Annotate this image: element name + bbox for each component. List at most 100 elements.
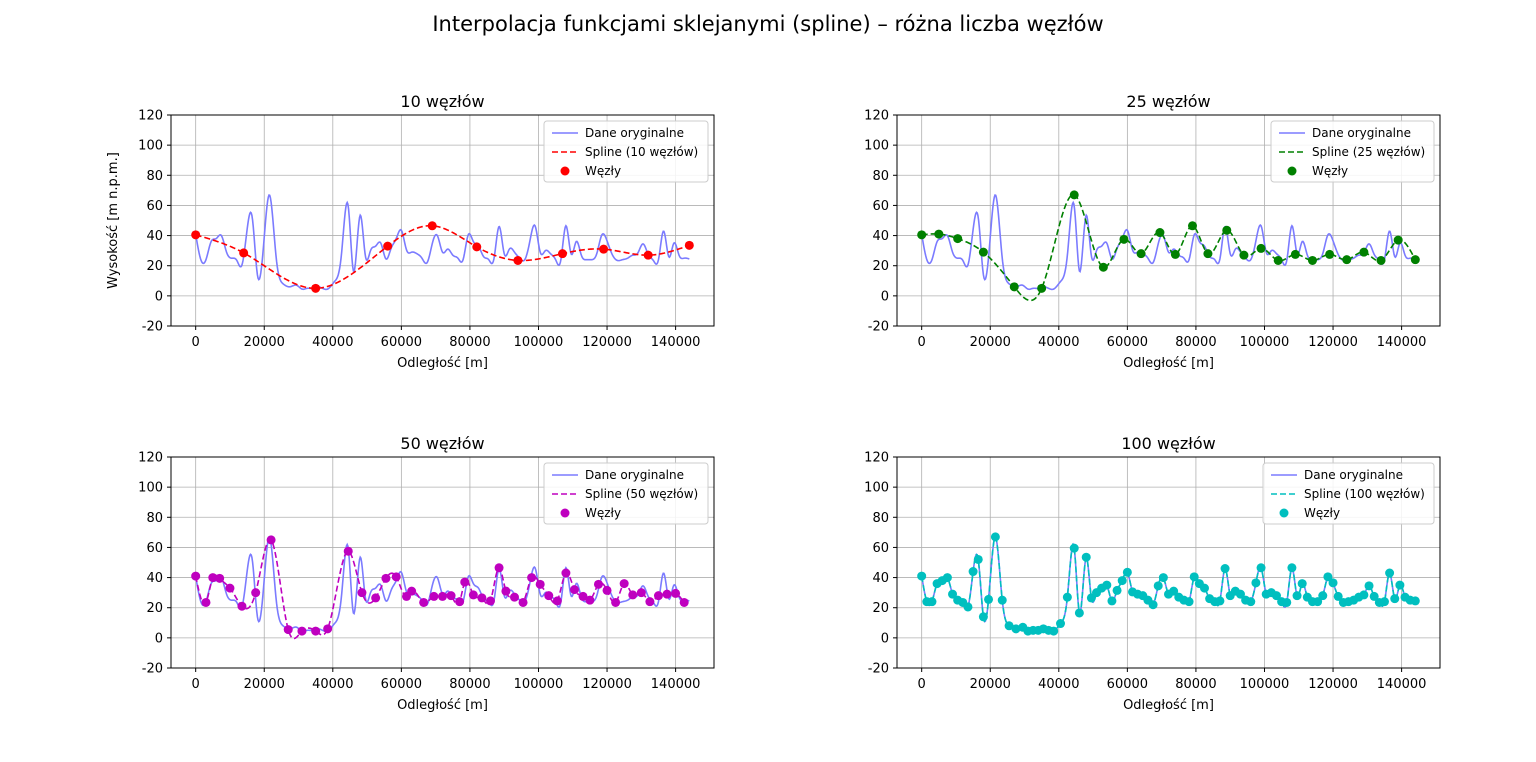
node-point — [619, 579, 629, 589]
legend-nodes-label: Węzły — [585, 164, 621, 178]
node-point — [602, 585, 612, 595]
node-point — [1273, 255, 1283, 265]
legend-nodes-swatch — [560, 508, 570, 518]
node-point — [485, 596, 495, 606]
y-tick-label: 0 — [881, 289, 889, 304]
x-tick-label: 40000 — [312, 335, 353, 350]
node-point — [455, 597, 465, 607]
plot-area — [191, 193, 694, 293]
node-point — [191, 230, 201, 240]
node-point — [1359, 590, 1369, 600]
node-point — [679, 597, 689, 607]
node-point — [973, 554, 983, 564]
x-tick-label: 0 — [192, 677, 200, 692]
x-tick-label: 120000 — [1308, 335, 1358, 350]
legend-nodes-swatch — [560, 166, 570, 176]
y-tick-label: 40 — [146, 229, 163, 244]
subplot-title: 10 węzłów — [400, 92, 484, 111]
node-point — [383, 241, 393, 251]
legend-box — [543, 462, 709, 525]
x-tick-label: 120000 — [582, 335, 632, 350]
node-point — [283, 625, 293, 635]
node-point — [215, 573, 225, 583]
y-tick-label: 0 — [881, 631, 889, 646]
x-tick-label: 20000 — [970, 335, 1011, 350]
node-point — [1256, 243, 1266, 253]
node-point — [544, 591, 554, 601]
node-point — [509, 592, 519, 602]
node-point — [611, 597, 621, 607]
y-tick-label: 120 — [864, 451, 889, 466]
x-tick-label: 80000 — [1175, 335, 1216, 350]
node-point — [1203, 249, 1213, 259]
subplot-1: 0 20000 40000 60000 80000 100000 120000 140000 -… — [106, 92, 715, 371]
subplot-title: 100 węzłów — [1121, 434, 1215, 453]
y-tick-label: 80 — [146, 169, 163, 184]
node-point — [225, 583, 235, 593]
node-point — [645, 597, 655, 607]
node-point — [407, 586, 417, 596]
node-point — [569, 585, 579, 595]
node-point — [1069, 190, 1079, 200]
series-spline-line — [921, 193, 1417, 302]
y-tick-label: 100 — [864, 481, 889, 496]
node-point — [1119, 234, 1129, 244]
legend-spline-label: Spline (10 węzłów) — [585, 145, 698, 159]
y-tick-label: 40 — [872, 571, 889, 586]
node-point — [1102, 580, 1112, 590]
series-original-line — [194, 535, 690, 633]
node-point — [343, 546, 353, 556]
node-point — [1297, 579, 1307, 589]
node-point — [990, 532, 1000, 542]
node-point — [357, 588, 367, 598]
node-point — [1307, 255, 1317, 265]
node-point — [1220, 564, 1230, 574]
y-tick-label: -20 — [142, 320, 163, 335]
node-point — [1153, 581, 1163, 591]
node-point — [266, 535, 276, 545]
x-tick-label: 0 — [918, 335, 926, 350]
node-point — [978, 612, 988, 622]
node-point — [311, 283, 321, 293]
node-point — [1122, 567, 1132, 577]
node-point — [1313, 597, 1323, 607]
node-point — [1364, 581, 1374, 591]
x-tick-label: 140000 — [1377, 335, 1427, 350]
node-point — [1251, 578, 1261, 588]
legend-original-label: Dane oryginalne — [585, 126, 684, 140]
node-point — [1390, 594, 1400, 604]
y-tick-label: 60 — [146, 541, 163, 556]
node-point — [1235, 589, 1245, 599]
y-tick-label: 20 — [872, 601, 889, 616]
legend: Dane oryginalne Spline (50 węzłów) Węzły — [543, 462, 709, 525]
node-point — [561, 568, 571, 578]
x-tick-label: 40000 — [1038, 677, 1079, 692]
node-point — [1112, 585, 1122, 595]
node-point — [527, 573, 537, 583]
axes-frame — [896, 114, 1441, 327]
subplot-title: 50 węzłów — [400, 434, 484, 453]
node-point — [460, 577, 470, 587]
node-point — [997, 595, 1007, 605]
node-point — [391, 572, 401, 582]
node-point — [1359, 247, 1369, 257]
legend: Dane oryginalne Spline (100 węzłów) Węzły — [1262, 462, 1435, 525]
node-point — [684, 240, 694, 250]
node-point — [984, 594, 994, 604]
x-tick-label: 60000 — [1107, 335, 1148, 350]
node-point — [1271, 591, 1281, 601]
x-tick-label: 100000 — [514, 677, 564, 692]
node-point — [1136, 249, 1146, 259]
node-point — [494, 563, 504, 573]
y-tick-label: -20 — [142, 662, 163, 677]
node-point — [552, 596, 562, 606]
x-tick-label: 0 — [918, 677, 926, 692]
node-point — [1410, 255, 1420, 265]
node-point — [1169, 586, 1179, 596]
y-tick-label: 0 — [155, 289, 163, 304]
subplot-title: 25 węzłów — [1126, 92, 1210, 111]
node-point — [1199, 583, 1209, 593]
x-tick-label: 20000 — [244, 677, 285, 692]
